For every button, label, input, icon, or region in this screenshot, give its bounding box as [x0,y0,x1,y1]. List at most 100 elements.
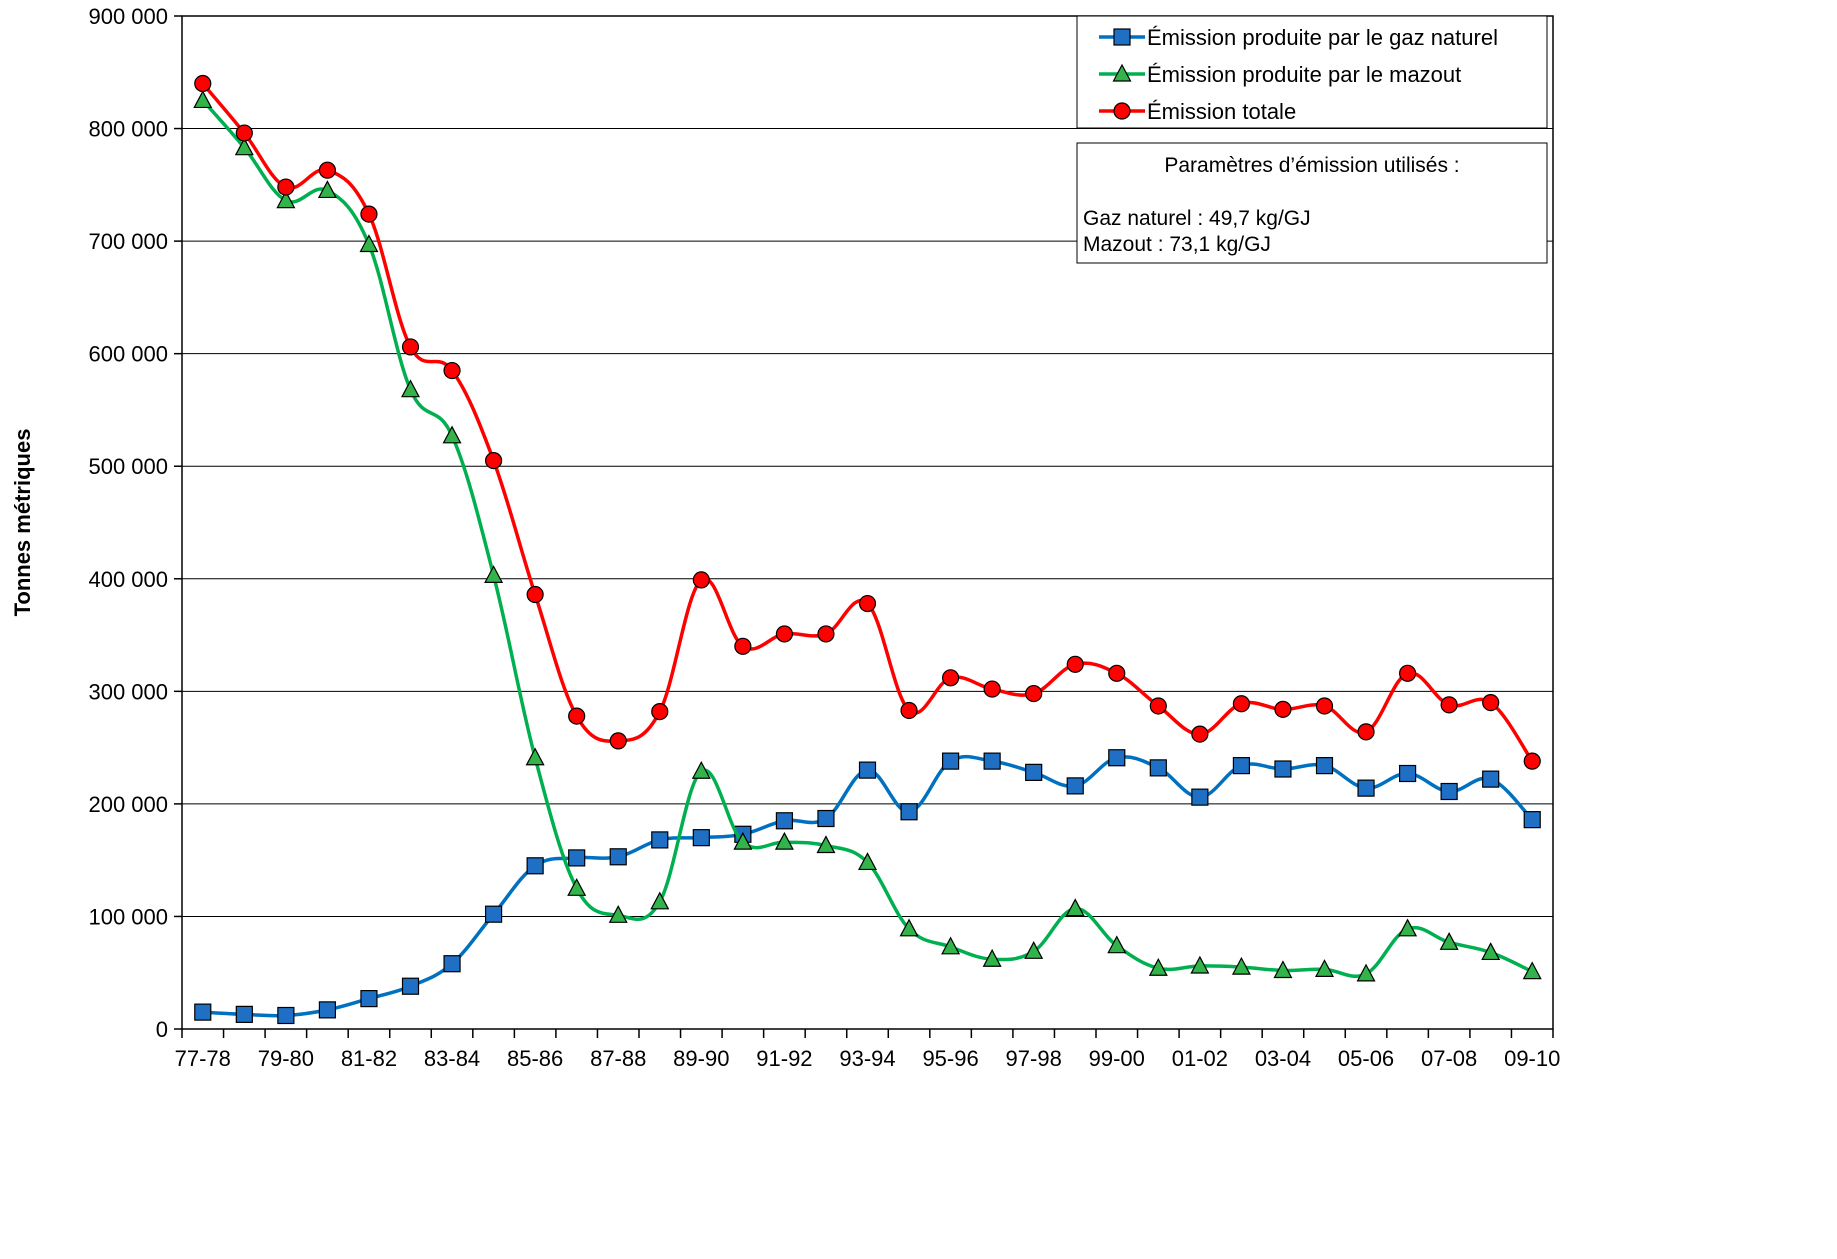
data-point-fuel-oil [442,425,462,444]
data-point-natural-gas [983,752,1001,770]
data-point-natural-gas [941,752,960,770]
data-point-total [1523,752,1541,770]
emission-parameters-box: Paramètres d’émission utilisés : Gaz nat… [1076,142,1548,264]
data-point-fuel-oil [899,918,919,937]
data-point-natural-gas [858,761,877,779]
data-point-fuel-oil [1439,932,1459,950]
data-point-natural-gas [651,831,669,849]
x-axis-tick-labels: 77-78 79-80 81-82 83-84 85-86 87-88 89-90 91-92… [175,1029,1560,1071]
data-point-natural-gas [1066,777,1084,795]
data-point-fuel-oil [401,379,420,398]
data-point-natural-gas [1149,759,1167,777]
x-tick-label: 97-98 [1006,1046,1062,1071]
data-point-total [900,701,918,720]
data-point-natural-gas [609,848,627,866]
data-point-fuel-oil [359,234,379,253]
data-point-fuel-oil [1065,898,1085,917]
data-point-natural-gas [318,1001,337,1019]
data-point-fuel-oil [733,831,753,850]
x-tick-label: 85-86 [507,1046,563,1071]
data-point-fuel-oil [1315,959,1334,977]
data-point-natural-gas [360,990,378,1008]
x-tick-label: 03-04 [1255,1046,1311,1071]
parameter-natural-gas: Gaz naturel : 49,7 kg/GJ [1083,207,1311,230]
data-point-total [194,74,212,93]
data-point-total [277,178,295,196]
data-point-total [983,680,1001,698]
data-point-natural-gas [235,1005,253,1023]
data-point-natural-gas [1357,779,1375,797]
legend-swatch-marker [1113,102,1131,120]
data-point-total [775,625,794,643]
data-point-total [1149,697,1167,715]
data-point-total [1108,664,1126,682]
data-point-total [526,585,544,604]
y-tick-label: 400 000 [88,567,168,592]
data-point-fuel-oil [816,835,836,854]
data-point-natural-gas [900,803,918,821]
legend-item-fuel-oil: Émission produite par le mazout [1099,62,1461,87]
data-point-total [609,732,627,750]
data-point-total [318,161,337,179]
data-point-total [484,451,503,470]
data-point-total [235,124,253,142]
data-point-natural-gas [484,905,503,923]
y-tick-label: 800 000 [88,117,168,142]
x-tick-label: 95-96 [922,1046,978,1071]
data-point-total [651,702,669,721]
data-point-total [1398,664,1417,682]
x-tick-label: 05-06 [1338,1046,1394,1071]
parameters-title: Paramètres d’émission utilisés : [1164,154,1459,177]
y-tick-label: 0 [156,1017,168,1042]
data-point-natural-gas [692,829,710,847]
data-point-natural-gas [817,809,835,828]
data-point-fuel-oil [484,565,504,584]
data-point-fuel-oil [1107,935,1127,954]
plot-area-frame [181,15,1554,1030]
data-point-fuel-oil [691,760,711,779]
x-tick-label: 01-02 [1172,1046,1228,1071]
x-tick-label: 09-10 [1504,1046,1560,1071]
y-tick-label: 600 000 [88,342,168,367]
data-point-fuel-oil [1024,941,1044,959]
data-point-natural-gas [194,1003,212,1021]
data-point-total [858,594,877,613]
data-point-fuel-oil [1148,957,1168,976]
x-tick-label: 07-08 [1421,1046,1477,1071]
data-point-natural-gas [775,812,794,830]
data-point-fuel-oil [1398,918,1418,937]
data-point-natural-gas [1398,764,1417,783]
data-point-total [1025,684,1043,703]
data-point-fuel-oil [608,905,628,923]
data-point-natural-gas [1025,763,1043,781]
data-point-natural-gas [1232,757,1251,775]
data-point-fuel-oil [1231,956,1251,975]
data-point-total [568,707,586,725]
data-point-total [401,338,420,356]
y-tick-label: 700 000 [88,229,168,254]
data-point-natural-gas [401,977,420,995]
legend-label: Émission totale [1147,99,1296,124]
y-tick-label: 200 000 [88,792,168,817]
data-point-total [692,571,710,589]
legend-label: Émission produite par le gaz naturel [1147,25,1498,50]
data-point-natural-gas [1191,788,1209,806]
series-natural-gas [194,749,1541,1025]
data-point-natural-gas [1523,811,1541,829]
data-point-total [734,637,752,655]
data-point-natural-gas [526,857,544,875]
x-tick-label: 99-00 [1089,1046,1145,1071]
data-point-fuel-oil [650,891,670,910]
y-axis-label: Tonnes métriques [10,429,35,617]
data-point-fuel-oil [234,137,254,156]
legend-box [1076,15,1548,129]
data-point-total [1191,725,1209,743]
x-tick-label: 89-90 [673,1046,729,1071]
parameter-fuel-oil: Mazout : 73,1 kg/GJ [1083,233,1271,256]
data-point-total [1274,700,1292,718]
data-point-total [941,669,960,687]
y-tick-label: 500 000 [88,454,168,479]
x-tick-label: 79-80 [258,1046,314,1071]
data-point-natural-gas [1440,782,1458,801]
